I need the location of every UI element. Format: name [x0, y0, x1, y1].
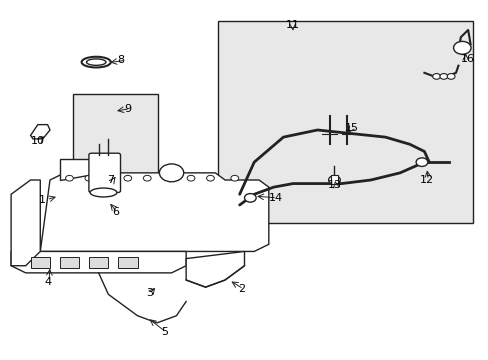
FancyBboxPatch shape: [73, 94, 158, 202]
Circle shape: [187, 175, 195, 181]
Circle shape: [244, 194, 256, 202]
Text: 11: 11: [285, 19, 300, 30]
Text: 3: 3: [146, 288, 153, 297]
Circle shape: [432, 73, 440, 79]
Circle shape: [90, 166, 107, 179]
FancyBboxPatch shape: [89, 153, 120, 193]
Text: 5: 5: [161, 327, 167, 337]
Ellipse shape: [86, 59, 106, 65]
Circle shape: [159, 164, 183, 182]
FancyBboxPatch shape: [89, 257, 108, 267]
Circle shape: [143, 175, 151, 181]
Text: 6: 6: [112, 207, 119, 217]
Circle shape: [230, 175, 238, 181]
Polygon shape: [30, 125, 50, 139]
FancyBboxPatch shape: [118, 257, 137, 267]
Polygon shape: [11, 180, 40, 266]
Circle shape: [123, 175, 131, 181]
Polygon shape: [40, 173, 268, 251]
Text: 9: 9: [124, 104, 131, 113]
Text: 4: 4: [44, 277, 51, 287]
FancyBboxPatch shape: [217, 21, 472, 223]
Text: 12: 12: [419, 175, 433, 185]
Polygon shape: [60, 158, 99, 180]
Circle shape: [328, 176, 340, 184]
Polygon shape: [11, 251, 186, 273]
Ellipse shape: [81, 57, 111, 67]
Text: 14: 14: [268, 193, 283, 203]
Circle shape: [206, 175, 214, 181]
Circle shape: [447, 73, 454, 79]
Text: 15: 15: [344, 123, 358, 133]
Text: 2: 2: [238, 284, 245, 294]
Text: 16: 16: [460, 54, 474, 64]
Circle shape: [65, 175, 73, 181]
Text: 13: 13: [327, 180, 341, 190]
Circle shape: [439, 73, 447, 79]
Ellipse shape: [90, 188, 117, 197]
Text: 10: 10: [31, 136, 45, 146]
Text: 7: 7: [107, 175, 114, 185]
Text: 8: 8: [117, 55, 124, 65]
FancyBboxPatch shape: [330, 175, 337, 184]
Circle shape: [415, 158, 427, 166]
Polygon shape: [186, 251, 244, 287]
Circle shape: [453, 41, 470, 54]
Text: 1: 1: [39, 195, 46, 204]
FancyBboxPatch shape: [30, 257, 50, 267]
Circle shape: [85, 175, 93, 181]
FancyBboxPatch shape: [60, 257, 79, 267]
